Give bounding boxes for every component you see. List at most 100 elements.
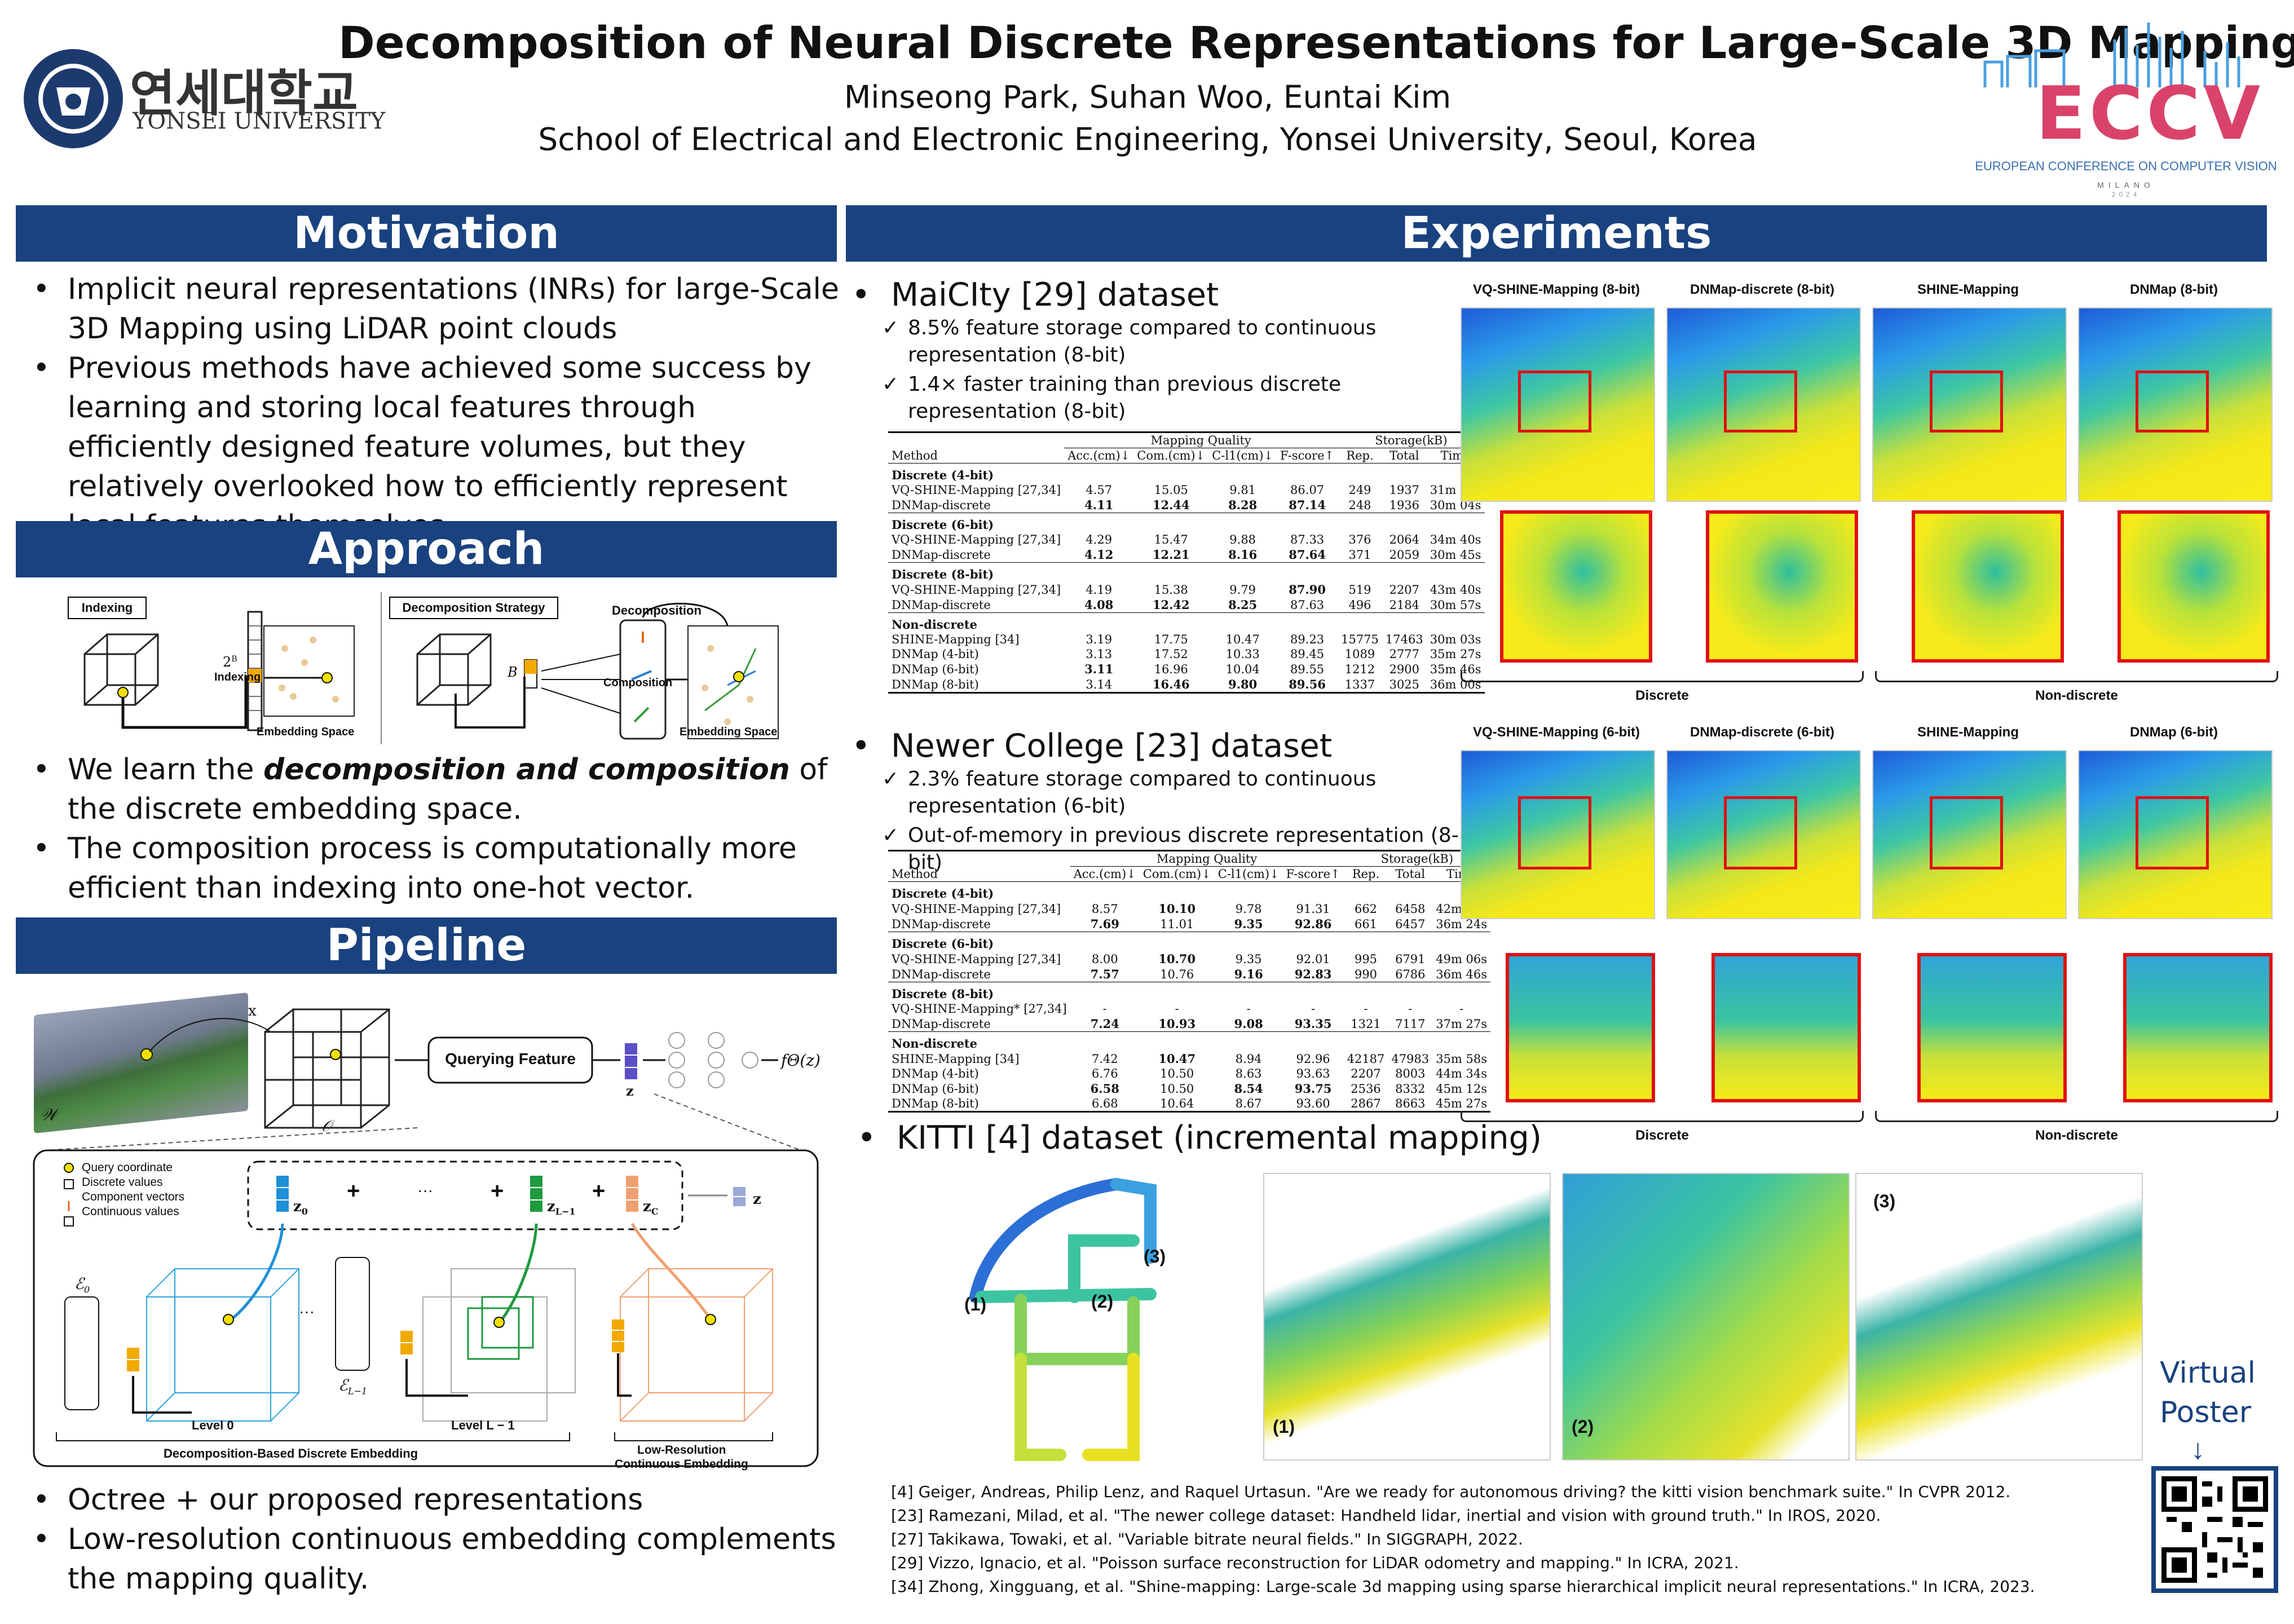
group-label-nondiscrete: Non-discrete: [2035, 1128, 2118, 1143]
table-cell: 248: [1348, 498, 1371, 512]
newer-college-check: 2.3% feature storage compared to continu…: [868, 766, 1461, 820]
table-column-header: C-l1(cm)↓: [1212, 449, 1274, 462]
table-cell: 2064: [1389, 533, 1420, 546]
kitti-trajectory-map-icon: [969, 1178, 1157, 1461]
table-cell: 45m 12s: [1436, 1082, 1488, 1096]
table-cell: 36m 24s: [1436, 917, 1488, 931]
table-column-header: F-score↑: [1286, 867, 1340, 881]
composition-label: Composition: [603, 677, 673, 689]
table-cell: 10.33: [1225, 647, 1260, 661]
table-cell: 10.50: [1160, 1067, 1194, 1080]
table-cell: 6791: [1395, 952, 1426, 966]
indexing-arrow-label: Indexing: [214, 671, 261, 683]
approach-figure: Indexing Decomposition Strategy: [56, 586, 789, 756]
table-cell: 8.67: [1235, 1097, 1262, 1110]
maicity-zoom: [1912, 510, 2064, 663]
table-method-cell: DNMap (4-bit): [892, 647, 979, 661]
table-header: [888, 851, 1070, 867]
virtual-poster-label: Virtual Poster: [2160, 1356, 2256, 1429]
table-cell: 36m 00s: [1430, 677, 1481, 691]
approach-bullet: We learn the decomposition and compositi…: [16, 750, 839, 829]
table-row: VQ-SHINE-Mapping [27,34] 4.19 15.38 9.79 87.…: [888, 582, 1485, 597]
table-cell: 8003: [1395, 1067, 1426, 1080]
legend-query-coordinate: Query coordinate: [82, 1161, 173, 1174]
table-cell: 2207: [1389, 582, 1420, 597]
legend-discrete-values: Discrete values: [82, 1176, 163, 1189]
group-label-discrete: Discrete: [1635, 1128, 1689, 1143]
plus-sign: +: [491, 1179, 504, 1203]
newer-college-render: [1872, 750, 2067, 919]
kitti-trajectory: (1) (2) (3): [964, 1173, 1201, 1466]
table-method-cell: VQ-SHINE-Mapping [27,34]: [892, 902, 1061, 916]
table-method-cell: SHINE-Mapping [34]: [892, 633, 1020, 646]
indexing-title: Indexing: [68, 597, 147, 619]
o-label: 𝒪: [321, 1116, 332, 1135]
table-cell: 89.45: [1290, 647, 1325, 661]
qr-code[interactable]: [2151, 1466, 2278, 1593]
newer-college-results-table: Mapping Quality Storage(kB) Method Acc.(cm)…: [888, 850, 1491, 1113]
table-method-cell: DNMap-discrete: [892, 967, 991, 981]
x-label: x: [248, 1003, 257, 1020]
table-cell: 6.76: [1091, 1067, 1118, 1080]
table-cell: 8.25: [1228, 598, 1258, 612]
z0-label: z0: [293, 1198, 308, 1217]
maicity-render: [1666, 307, 1861, 502]
table-cell: 2777: [1389, 647, 1420, 661]
table-cell: 249: [1348, 483, 1371, 497]
eccv-wordmark: ECCV: [2036, 70, 2264, 156]
table-cell: 10.47: [1158, 1052, 1196, 1066]
maicity-caption: DNMap (8-bit): [2130, 282, 2218, 297]
z-label: z: [626, 1083, 634, 1099]
table-method-cell: DNMap-discrete: [892, 498, 991, 512]
table-cell: 9.35: [1234, 917, 1263, 931]
table-method-cell: DNMap (8-bit): [892, 677, 979, 691]
group-label-discrete: Discrete: [1635, 688, 1689, 703]
pipeline-heading: Pipeline: [16, 917, 837, 974]
kitti-render-label: (3): [1873, 1191, 1896, 1211]
table-group-label: Discrete (8-bit): [892, 987, 994, 1001]
reference-item: [23] Ramezani, Milad, et al. "The newer …: [891, 1506, 1881, 1525]
qr-code-icon: [2161, 1476, 2268, 1583]
newer-college-figure: VQ-SHINE-Mapping (6-bit) DNMap-discrete …: [1461, 719, 2284, 1148]
table-cell: 35m 46s: [1430, 662, 1481, 676]
table-row: DNMap-discrete 7.57 10.76 9.16 92.83 990 6786 3…: [888, 967, 1491, 982]
table-cell: 662: [1354, 902, 1378, 916]
table-row: DNMap-discrete 7.24 10.93 9.08 93.35 1321 7117…: [888, 1016, 1491, 1032]
table-cell: 12.44: [1152, 498, 1190, 512]
table-cell: 661: [1354, 917, 1378, 931]
authors: Minseong Park, Suhan Woo, Euntai Kim: [844, 79, 1452, 115]
table-cell: 519: [1348, 582, 1371, 597]
maicity-zoom: [2117, 510, 2270, 663]
table-cell: 10.04: [1225, 662, 1260, 676]
querying-feature-label: Querying Feature: [445, 1050, 576, 1067]
table-row: SHINE-Mapping [34] 7.42 10.47 8.94 92.96 4218…: [888, 1051, 1490, 1066]
el-label: ℰL−1: [338, 1376, 368, 1397]
approach-bullets: We learn the decomposition and compositi…: [16, 750, 839, 908]
table-group-label: Non-discrete: [892, 617, 977, 632]
table-header-group: Storage(kB): [1338, 432, 1485, 448]
newer-college-caption: VQ-SHINE-Mapping (6-bit): [1473, 725, 1640, 740]
kitti-label: (3): [1144, 1246, 1166, 1266]
table-column-header: C-l1(cm)↓: [1217, 867, 1280, 881]
table-cell: 87.63: [1290, 598, 1325, 612]
maicity-results-table: Mapping Quality Storage(kB) Method Acc.(cm)…: [888, 431, 1485, 694]
maicity-zoom: [1706, 510, 1858, 663]
maicity-checks: 8.5% feature storage compared to continu…: [868, 315, 1461, 425]
zoom-box: [1724, 370, 1797, 433]
table-cell: 37m 27s: [1436, 1017, 1488, 1031]
table-cell: 4.19: [1086, 582, 1113, 597]
table-cell: 4.57: [1086, 483, 1113, 497]
table-cell: 8.54: [1234, 1082, 1263, 1096]
table-column-header: Rep.: [1352, 867, 1380, 881]
table-cell: 7.57: [1090, 967, 1119, 981]
pipeline-legend: Query coordinate Discrete values Compone…: [82, 1160, 184, 1219]
table-row: SHINE-Mapping [34] 3.19 17.75 10.47 89.23 157…: [888, 632, 1485, 647]
table-group-label: Non-discrete: [892, 1036, 977, 1051]
pipeline-diagram-icon: [33, 1008, 819, 1467]
table-row: DNMap (6-bit) 3.11 16.96 10.04 89.55 1212 2900…: [888, 661, 1485, 677]
newer-college-zoom: [1917, 953, 2067, 1102]
zoom-box: [1724, 796, 1797, 870]
table-column-header: Total: [1395, 867, 1426, 881]
zoom-box: [1930, 370, 2003, 433]
table-cell: 6786: [1395, 967, 1426, 981]
